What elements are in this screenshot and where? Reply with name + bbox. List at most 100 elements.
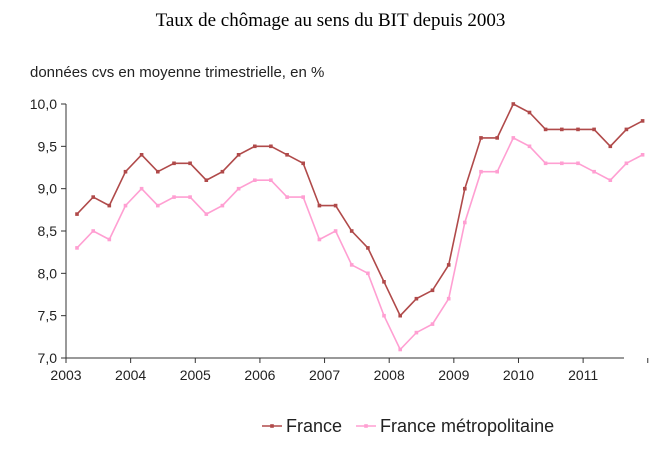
data-point xyxy=(107,237,112,242)
data-point xyxy=(576,127,580,132)
data-point xyxy=(75,246,79,250)
y-tick-label: 8,5 xyxy=(38,223,58,239)
data-point xyxy=(624,127,629,132)
data-point xyxy=(107,203,112,208)
y-tick-label: 8,0 xyxy=(38,265,58,281)
legend-item: France métropolitaine xyxy=(356,416,554,436)
data-point xyxy=(430,322,435,326)
data-point xyxy=(349,263,354,267)
data-point xyxy=(204,212,209,216)
x-tick-label: 2006 xyxy=(244,367,275,383)
data-point xyxy=(463,220,467,225)
data-point xyxy=(123,203,128,208)
data-point xyxy=(139,186,144,191)
y-tick-label: 7,0 xyxy=(38,350,58,366)
x-tick-label: 2009 xyxy=(438,367,469,383)
data-point xyxy=(285,195,289,199)
y-tick-label: 9,5 xyxy=(38,138,58,154)
data-point xyxy=(398,347,402,352)
data-point xyxy=(511,136,516,140)
data-point xyxy=(333,203,338,208)
data-point xyxy=(139,153,144,157)
data-point xyxy=(204,178,209,182)
x-tick-label: 2008 xyxy=(374,367,405,383)
y-tick-label: 10,0 xyxy=(30,96,57,112)
data-point xyxy=(608,178,613,182)
data-point xyxy=(414,330,419,335)
data-point xyxy=(188,195,192,199)
data-point xyxy=(592,169,596,174)
data-point xyxy=(543,161,548,166)
series-line xyxy=(76,136,643,351)
data-point xyxy=(253,144,257,149)
data-point xyxy=(446,263,451,267)
chart-subtitle: données cvs en moyenne trimestrielle, en… xyxy=(30,64,325,81)
data-point xyxy=(495,136,499,140)
data-point xyxy=(220,203,225,208)
data-point xyxy=(430,288,435,293)
data-point xyxy=(382,280,386,284)
series-line xyxy=(76,102,643,318)
data-point xyxy=(236,153,241,157)
data-point xyxy=(366,246,370,250)
legend-label: France métropolitaine xyxy=(380,416,554,436)
legend-label: France xyxy=(286,416,342,436)
data-point xyxy=(463,186,467,191)
data-point xyxy=(592,127,596,132)
series-layer xyxy=(75,102,645,352)
data-point xyxy=(91,229,95,233)
data-point xyxy=(285,153,289,157)
x-tick-label: 2005 xyxy=(180,367,211,383)
x-tick-label: 2010 xyxy=(503,367,534,383)
data-point xyxy=(220,169,225,174)
data-point xyxy=(317,237,322,242)
data-point xyxy=(269,144,273,149)
data-point xyxy=(156,169,160,174)
legend: France France métropolitaine xyxy=(262,416,554,436)
axes xyxy=(61,103,649,363)
data-point xyxy=(236,186,241,191)
data-point xyxy=(123,169,128,174)
data-point xyxy=(172,161,176,166)
data-point xyxy=(301,195,305,199)
data-point xyxy=(333,229,338,233)
data-point xyxy=(560,161,564,166)
series-france xyxy=(75,102,645,318)
data-point xyxy=(511,102,516,106)
legend-item: France xyxy=(262,416,342,436)
data-point xyxy=(366,271,370,276)
data-point xyxy=(640,153,645,157)
x-tick-label: 2011 xyxy=(568,367,598,383)
data-point xyxy=(446,296,451,301)
data-point xyxy=(349,229,354,233)
data-point xyxy=(269,178,273,182)
data-point xyxy=(172,195,176,199)
data-point xyxy=(495,169,499,174)
data-point xyxy=(156,203,160,208)
data-point xyxy=(560,127,564,132)
legend-swatch-marker xyxy=(270,424,274,428)
data-point xyxy=(382,313,386,318)
data-point xyxy=(75,212,79,216)
x-tick-label: 2004 xyxy=(115,367,146,383)
data-point xyxy=(543,127,548,132)
x-tick-label: 2003 xyxy=(50,367,81,383)
chart-title: Taux de chômage au sens du BIT depuis 20… xyxy=(155,10,506,31)
x-tick-labels: 2003 2004 2005 2006 2007 2008 2009 2010 2011 xyxy=(50,367,598,383)
data-point xyxy=(188,161,192,166)
data-point xyxy=(253,178,257,182)
data-point xyxy=(398,313,402,318)
y-tick-labels: 10,0 9,5 9,0 8,5 8,0 7,5 7,0 xyxy=(30,96,57,366)
data-point xyxy=(301,161,305,166)
series-france-m-tropolitaine xyxy=(75,136,645,352)
data-point xyxy=(624,161,629,166)
data-point xyxy=(527,144,532,149)
data-point xyxy=(640,119,645,123)
data-point xyxy=(414,296,419,301)
data-point xyxy=(608,144,613,149)
data-point xyxy=(527,110,532,115)
data-point xyxy=(576,161,580,166)
data-point xyxy=(479,169,483,174)
y-tick-label: 9,0 xyxy=(38,181,58,197)
